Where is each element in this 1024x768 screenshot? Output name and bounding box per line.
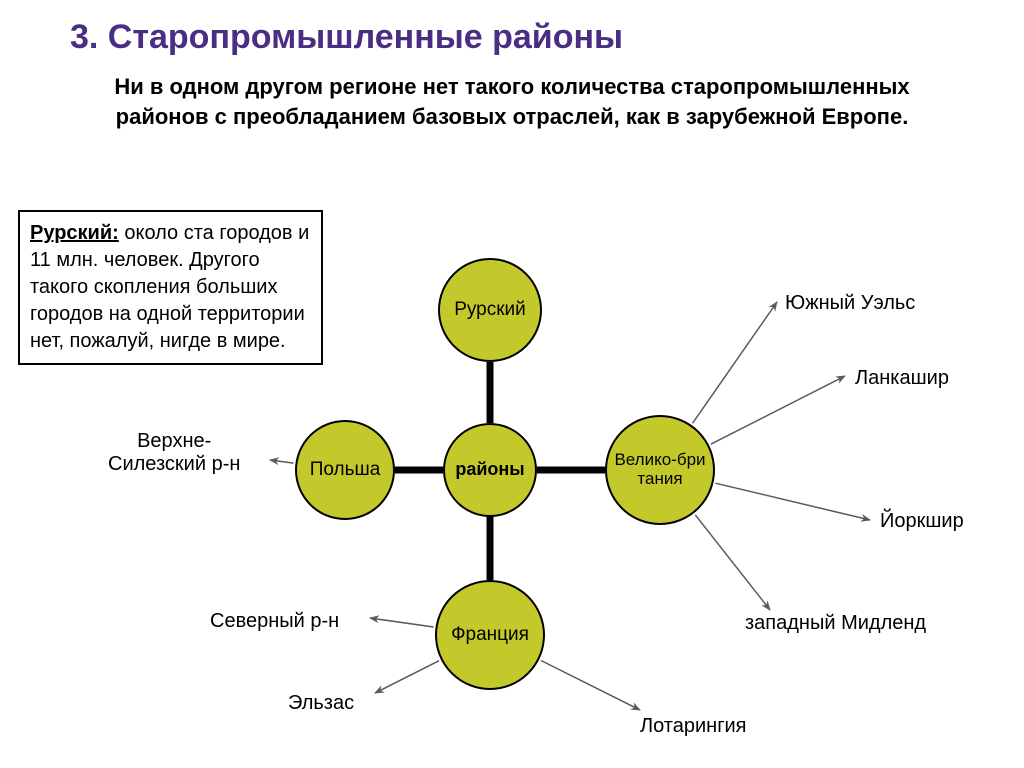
page-subtitle: Ни в одном другом регионе нет такого кол… xyxy=(100,72,924,131)
label-swales: Южный Уэльс xyxy=(785,292,915,315)
info-box: Рурский: около ста городов и 11 млн. чел… xyxy=(18,210,323,365)
label-lotar: Лотарингия xyxy=(640,715,747,738)
node-center: районы xyxy=(443,423,537,517)
page-title: 3. Старопромышленные районы xyxy=(70,18,623,57)
label-vsilez: Верхне- Силезский р-н xyxy=(108,430,240,476)
info-box-bold: Рурский: xyxy=(30,222,119,244)
node-bottom: Франция xyxy=(435,580,545,690)
label-wmid: западный Мидленд xyxy=(745,612,926,635)
label-elsas: Эльзас xyxy=(288,692,354,715)
node-right: Велико-бри тания xyxy=(605,415,715,525)
label-lanca: Ланкашир xyxy=(855,367,949,390)
node-top: Рурский xyxy=(438,258,542,362)
label-north: Северный р-н xyxy=(210,610,339,633)
node-left: Польша xyxy=(295,420,395,520)
label-york: Йоркшир xyxy=(880,510,964,533)
